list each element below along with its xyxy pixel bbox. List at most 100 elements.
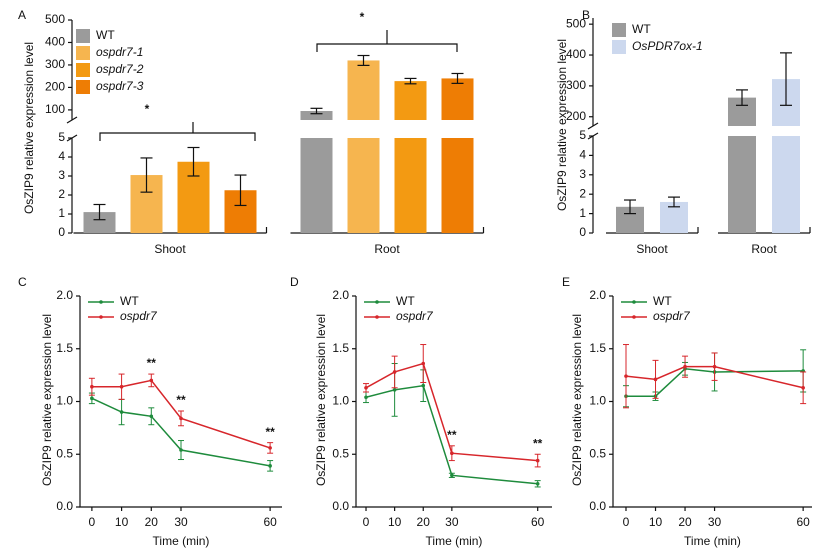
bar xyxy=(347,60,380,120)
y-tick-label: 0.5 xyxy=(589,446,606,460)
significance-star: ** xyxy=(533,436,543,450)
panel-label: A xyxy=(18,8,26,22)
y-tick-label: 1.5 xyxy=(589,341,606,355)
point xyxy=(392,370,397,374)
legend-marker xyxy=(632,300,636,304)
legend-label: WT xyxy=(632,22,651,36)
y-axis-label: OsZIP9 relative expression level xyxy=(570,314,584,486)
x-tick-label: 0 xyxy=(363,515,370,529)
y-tick-label: 1.0 xyxy=(56,394,73,408)
legend-label: ospdr7-3 xyxy=(96,79,144,93)
legend-marker xyxy=(632,315,636,319)
y-tick-label: 1.0 xyxy=(332,394,349,408)
legend-swatch xyxy=(76,80,90,94)
x-tick-label: 30 xyxy=(708,515,722,529)
legend-label: ospdr7 xyxy=(120,309,158,323)
y-tick-label: 1.5 xyxy=(332,341,349,355)
y-axis-label: OsZIP9 relative expression level xyxy=(22,42,36,214)
legend-swatch xyxy=(76,63,90,77)
y-tick-label: 400 xyxy=(566,47,586,61)
y-tick-label: 2.0 xyxy=(589,288,606,302)
x-tick-label: 0 xyxy=(89,515,96,529)
axis-break xyxy=(66,116,78,124)
bar xyxy=(728,136,756,233)
panel-label: D xyxy=(290,275,299,289)
legend-swatch xyxy=(76,46,90,60)
y-tick-label: 1 xyxy=(58,206,65,220)
x-group-label: Root xyxy=(751,242,777,256)
point xyxy=(392,388,397,392)
legend-swatch xyxy=(76,29,90,43)
y-tick-label: 0.0 xyxy=(332,499,349,513)
x-tick-label: 60 xyxy=(796,515,810,529)
point xyxy=(450,473,454,478)
y-tick-label: 100 xyxy=(45,102,65,116)
x-tick-label: 10 xyxy=(388,515,402,529)
x-tick-label: 10 xyxy=(649,515,663,529)
bar xyxy=(300,138,333,233)
y-tick-label: 300 xyxy=(45,57,65,71)
point xyxy=(179,448,183,452)
x-tick-label: 60 xyxy=(263,515,277,529)
x-axis-label: Time (min) xyxy=(153,534,210,548)
legend-swatch xyxy=(612,23,626,37)
legend-label: ospdr7 xyxy=(653,309,691,323)
y-tick-label: 2 xyxy=(579,186,586,200)
legend-label: WT xyxy=(120,294,139,308)
point xyxy=(421,383,426,388)
point xyxy=(535,481,540,486)
legend-label: ospdr7-2 xyxy=(96,62,144,76)
bar xyxy=(441,138,474,233)
x-group-label: Shoot xyxy=(154,242,186,256)
y-axis-label: OsZIP9 relative expression level xyxy=(40,314,54,486)
x-tick-label: 20 xyxy=(417,515,431,529)
y-tick-label: 5 xyxy=(579,128,586,142)
point xyxy=(149,414,154,419)
legend-label: ospdr7 xyxy=(396,309,434,323)
y-tick-label: 500 xyxy=(45,12,65,26)
point xyxy=(268,446,272,450)
point xyxy=(683,364,687,369)
axis-break xyxy=(587,122,599,130)
y-tick-label: 200 xyxy=(45,80,65,94)
y-tick-label: 1.0 xyxy=(589,394,606,408)
y-tick-label: 2.0 xyxy=(56,288,73,302)
x-tick-label: 10 xyxy=(115,515,129,529)
bar xyxy=(300,111,333,120)
legend-swatch xyxy=(612,40,626,54)
point xyxy=(364,395,368,400)
panel-label: E xyxy=(562,275,570,289)
y-tick-label: 5 xyxy=(58,130,65,144)
point xyxy=(624,374,628,378)
panel-label: C xyxy=(18,275,27,289)
point xyxy=(535,458,540,463)
bar xyxy=(441,78,474,120)
point xyxy=(450,451,454,455)
x-tick-label: 30 xyxy=(174,515,188,529)
y-tick-label: 3 xyxy=(579,167,586,181)
legend-label: OsPDR7ox-1 xyxy=(632,39,703,53)
legend-marker xyxy=(375,315,379,319)
legend-label: WT xyxy=(396,294,415,308)
significance-star: ** xyxy=(265,425,275,439)
legend-marker xyxy=(99,315,103,319)
point xyxy=(364,385,368,390)
point xyxy=(119,384,124,389)
y-axis-label: OsZIP9 relative expression level xyxy=(314,314,328,486)
bar xyxy=(347,138,380,233)
x-tick-label: 20 xyxy=(678,515,692,529)
y-tick-label: 4 xyxy=(58,149,65,163)
point xyxy=(712,364,717,369)
axes xyxy=(612,296,812,508)
legend-marker xyxy=(375,300,379,304)
x-tick-label: 0 xyxy=(623,515,630,529)
point xyxy=(268,464,272,468)
y-tick-label: 500 xyxy=(566,16,586,30)
x-axis-label: Time (min) xyxy=(426,534,483,548)
y-tick-label: 0.0 xyxy=(56,499,73,513)
x-tick-label: 30 xyxy=(445,515,459,529)
y-tick-label: 0.5 xyxy=(56,446,73,460)
point xyxy=(801,385,805,390)
significance-bracket xyxy=(99,122,256,141)
